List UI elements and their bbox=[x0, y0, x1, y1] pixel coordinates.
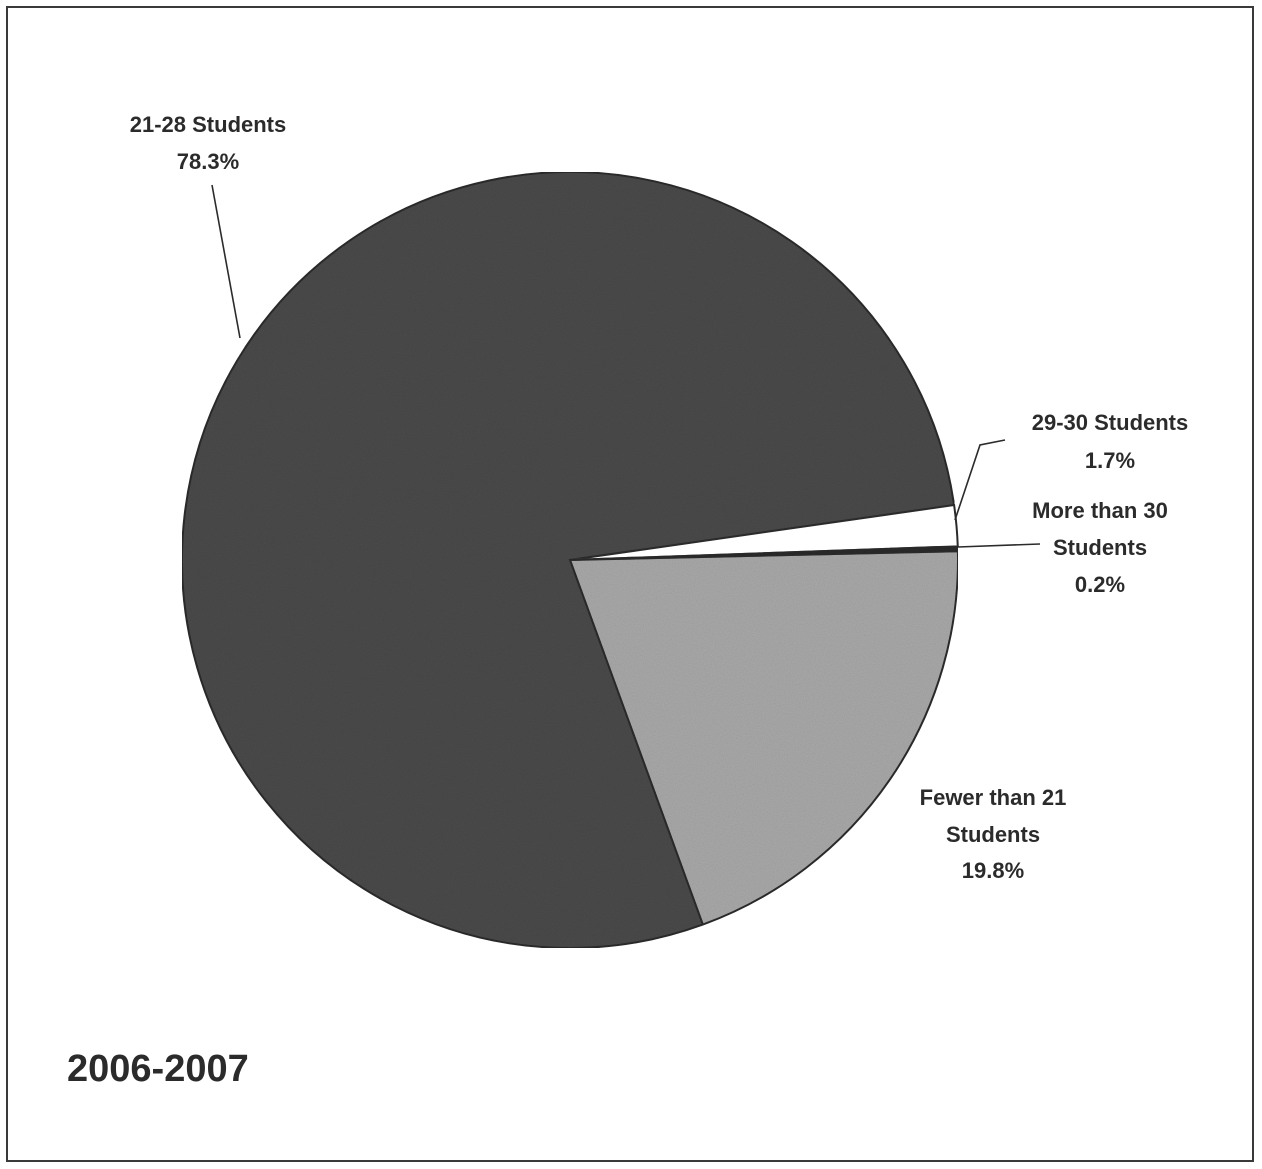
slice-value-21-28: 78.3% bbox=[177, 149, 239, 174]
slice-fewer-than-21 bbox=[568, 550, 959, 926]
slice-label-fewer-than-21: Fewer than 21 Students 19.8% bbox=[920, 785, 1067, 883]
slice-21-28 bbox=[181, 170, 956, 949]
slice-label-more-than-30: More than 30 Students 0.2% bbox=[1032, 498, 1168, 597]
leader-lines bbox=[211, 184, 1041, 548]
slice-label-29-30: 29-30 Students 1.7% bbox=[1032, 410, 1189, 473]
slice-value-more-than-30: 0.2% bbox=[1075, 572, 1125, 597]
leader-29-30 bbox=[954, 439, 1006, 521]
leader-21-28 bbox=[211, 184, 241, 339]
period-label: 2006-2007 bbox=[67, 1048, 249, 1090]
slice-label-fewer-than-21-line-1: Fewer than 21 bbox=[920, 785, 1067, 810]
slice-label-more-than-30-line-1: More than 30 bbox=[1032, 498, 1168, 523]
leader-more-than-30 bbox=[957, 543, 1041, 548]
slice-label-21-28-line-1: 21-28 Students bbox=[130, 112, 287, 137]
slice-more-than-30 bbox=[569, 545, 959, 561]
slice-label-fewer-than-21-line-2: Students bbox=[946, 822, 1040, 847]
slice-value-29-30: 1.7% bbox=[1085, 448, 1135, 473]
slice-label-more-than-30-line-2: Students bbox=[1053, 535, 1147, 560]
pie-slices bbox=[181, 170, 959, 949]
slice-value-fewer-than-21: 19.8% bbox=[962, 858, 1024, 883]
slice-label-21-28: 21-28 Students 78.3% bbox=[130, 112, 287, 174]
slice-label-29-30-line-1: 29-30 Students bbox=[1032, 410, 1189, 435]
